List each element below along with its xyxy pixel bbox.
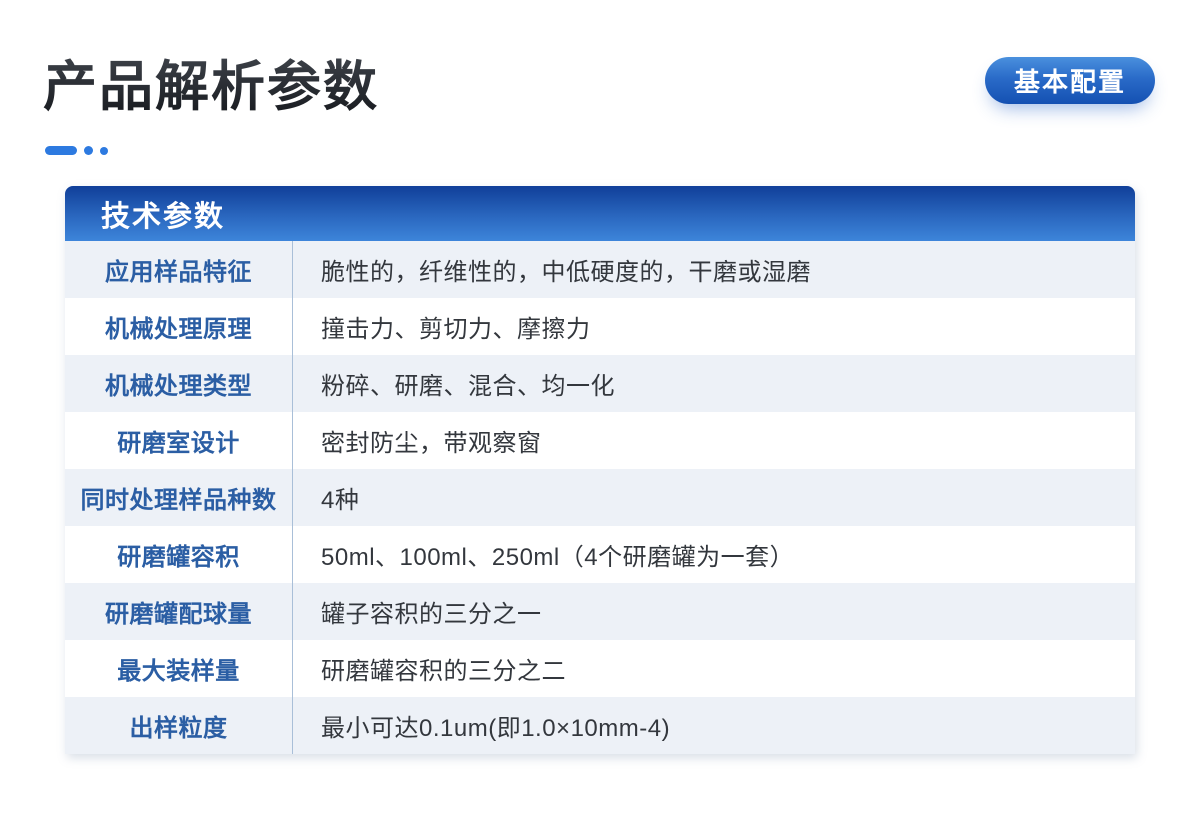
row-label: 同时处理样品种数: [65, 469, 293, 526]
table-header: 技术参数: [65, 186, 1135, 241]
page-title: 产品解析参数: [43, 42, 379, 121]
table-row: 研磨室设计 密封防尘，带观察窗: [65, 412, 1135, 469]
row-label: 出样粒度: [65, 697, 293, 754]
table-row: 机械处理类型 粉碎、研磨、混合、均一化: [65, 355, 1135, 412]
row-value: 50ml、100ml、250ml（4个研磨罐为一套）: [321, 544, 795, 571]
row-value: 密封防尘，带观察窗: [321, 430, 542, 457]
row-label: 最大装样量: [65, 640, 293, 697]
table-row: 研磨罐配球量 罐子容积的三分之一: [65, 583, 1135, 640]
title-underline-decoration: [45, 146, 108, 155]
row-value: 撞击力、剪切力、摩擦力: [321, 316, 591, 343]
row-value: 最小可达0.1um(即1.0×10mm-4): [321, 715, 671, 742]
row-label: 机械处理原理: [65, 298, 293, 355]
table-row: 研磨罐容积 50ml、100ml、250ml（4个研磨罐为一套）: [65, 526, 1135, 583]
row-label: 研磨室设计: [65, 412, 293, 469]
title-underline-dot: [84, 146, 93, 155]
title-underline-dot: [100, 146, 108, 155]
row-value: 研磨罐容积的三分之二: [321, 658, 566, 685]
table-row: 最大装样量 研磨罐容积的三分之二: [65, 640, 1135, 697]
row-label: 应用样品特征: [65, 241, 293, 298]
table-row: 应用样品特征 脆性的，纤维性的，中低硬度的，干磨或湿磨: [65, 241, 1135, 298]
row-value: 脆性的，纤维性的，中低硬度的，干磨或湿磨: [321, 259, 811, 286]
basic-config-badge[interactable]: 基本配置: [985, 57, 1156, 104]
table-row: 出样粒度 最小可达0.1um(即1.0×10mm-4): [65, 697, 1135, 754]
row-label: 研磨罐配球量: [65, 583, 293, 640]
row-label: 研磨罐容积: [65, 526, 293, 583]
table-row: 机械处理原理 撞击力、剪切力、摩擦力: [65, 298, 1135, 355]
row-label: 机械处理类型: [65, 355, 293, 412]
row-value: 4种: [321, 487, 360, 514]
row-value: 罐子容积的三分之一: [321, 601, 542, 628]
row-value: 粉碎、研磨、混合、均一化: [321, 373, 615, 400]
title-underline-bar: [45, 146, 77, 155]
table-row: 同时处理样品种数 4种: [65, 469, 1135, 526]
technical-parameters-table: 技术参数 应用样品特征 脆性的，纤维性的，中低硬度的，干磨或湿磨 机械处理原理 …: [65, 186, 1135, 754]
